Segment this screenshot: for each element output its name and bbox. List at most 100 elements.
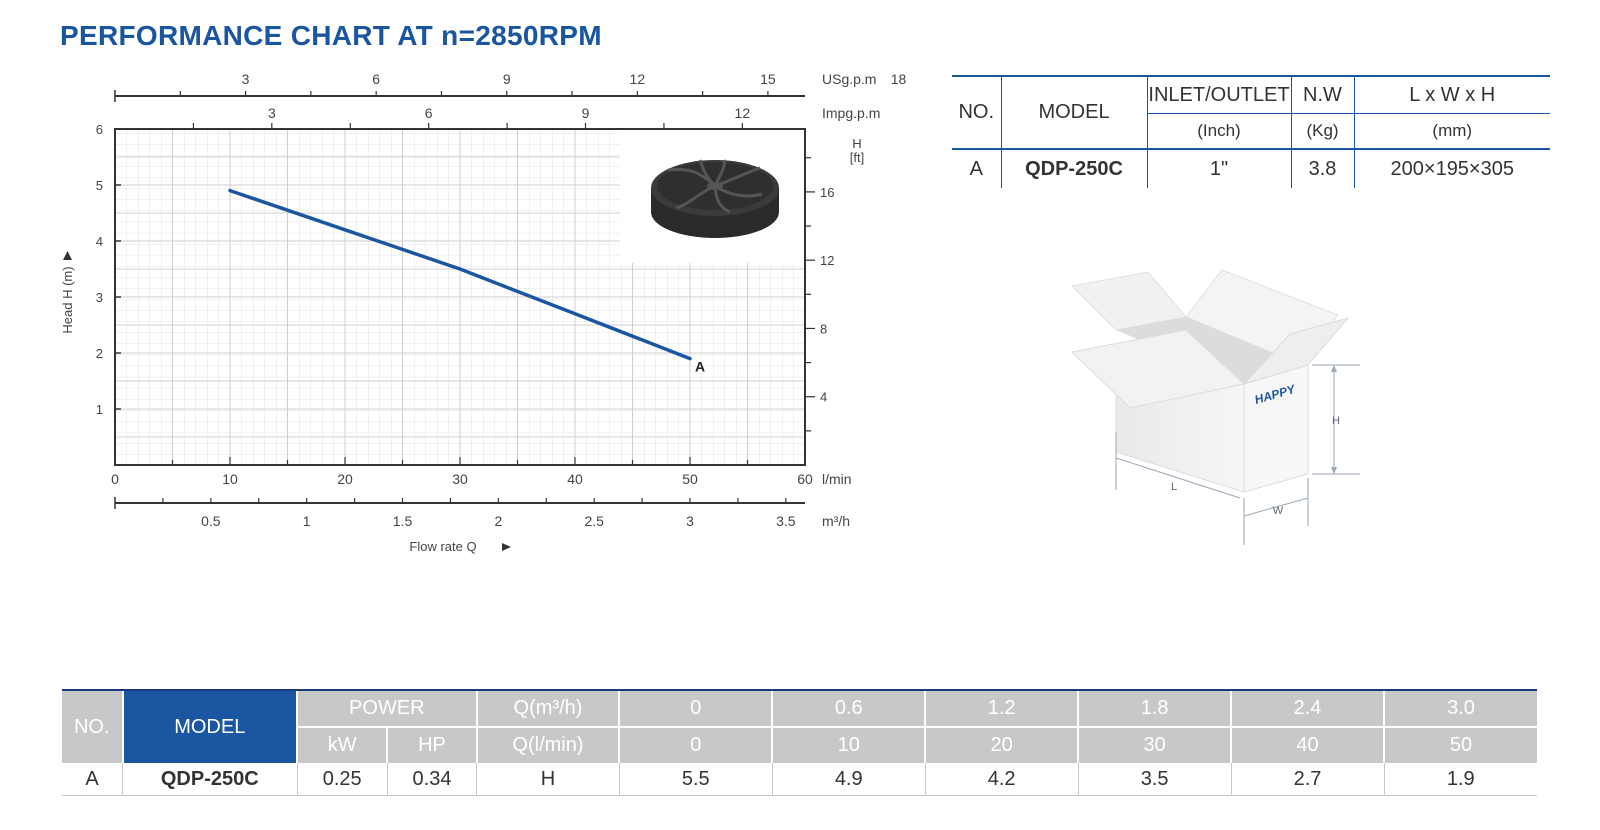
perf-cell-no: A <box>62 763 123 796</box>
perf-header-no: NO. <box>62 689 123 763</box>
y-tick-label: 5 <box>96 178 103 193</box>
ft-tick-label: 4 <box>820 390 827 405</box>
spec-header-lwh: L x W x H <box>1353 75 1550 114</box>
spec-cell-no: A <box>969 157 983 180</box>
y-tick-label: 1 <box>96 402 103 417</box>
impgpm-tick-label: 3 <box>268 105 276 121</box>
perf-header-hp: HP <box>386 727 477 763</box>
perf-q-lmin-value: 40 <box>1230 727 1384 763</box>
spec-unit-lwh: (mm) <box>1353 113 1550 150</box>
impeller-icon <box>620 130 804 263</box>
m3h-unit: m³/h <box>822 513 850 529</box>
m3h-tick-label: 2 <box>494 513 502 529</box>
y-tick-label: 3 <box>96 290 103 305</box>
right-axis-title-h: H <box>852 136 861 151</box>
dim-h-label: H <box>1332 415 1340 427</box>
spec-unit-inlet-outlet: (Inch) <box>1146 113 1291 150</box>
impgpm-tick-label: 6 <box>425 105 433 121</box>
impgpm-unit: Impg.p.m <box>822 105 880 121</box>
perf-cell-h-value: 2.7 <box>1230 763 1384 796</box>
x-tick-label: 20 <box>337 471 353 487</box>
perf-cell-h-label: H <box>476 763 620 796</box>
usgpm-tick-label: 18 <box>891 71 907 87</box>
impgpm-tick-label: 9 <box>582 105 590 121</box>
y-tick-label: 4 <box>96 234 103 249</box>
x-tick-label: 30 <box>452 471 468 487</box>
m3h-tick-label: 3.5 <box>776 513 796 529</box>
ft-tick-label: 12 <box>820 253 834 268</box>
perf-cell-model: QDP-250C <box>122 763 298 796</box>
left-y-axis: 1 2 3 4 5 6 <box>96 122 121 417</box>
spec-header-model: MODEL <box>1000 75 1147 150</box>
dim-w-label: W <box>1273 505 1284 517</box>
series-label: A <box>695 359 705 375</box>
perf-q-m3h-value: 1.8 <box>1077 689 1232 728</box>
spec-cell-inlet-outlet: 1" <box>1146 149 1291 188</box>
perf-cell-kw: 0.25 <box>296 763 388 796</box>
spec-header-nw: N.W <box>1290 75 1354 114</box>
x-axis-arrow-icon <box>502 543 511 551</box>
usgpm-tick-label: 3 <box>242 71 250 87</box>
impgpm-tick-label: 12 <box>735 105 751 121</box>
perf-header-model: MODEL <box>121 689 298 763</box>
performance-table: NO. MODEL POWER Q(m³/h) 0 0.6 1.2 1.8 2.… <box>62 689 1537 796</box>
perf-q-lmin-value: 0 <box>618 727 773 763</box>
perf-q-lmin-value: 50 <box>1383 727 1537 763</box>
x-tick-label: 0 <box>111 471 119 487</box>
x-axis-lmin: 0 10 20 30 40 50 60 <box>111 457 813 487</box>
x-tick-label: 50 <box>682 471 698 487</box>
perf-cell-h-value: 3.5 <box>1077 763 1232 796</box>
perf-cell-h-value: 1.9 <box>1383 763 1537 796</box>
x-tick-label: 10 <box>222 471 238 487</box>
usgpm-tick-label: 12 <box>630 71 646 87</box>
x-tick-label: 60 <box>797 471 813 487</box>
x-axis-m3h: 0.5 1 1.5 2 2.5 3 3.5 <box>114 497 805 529</box>
spec-cell-model: QDP-250C <box>1000 149 1147 188</box>
perf-q-m3h-value: 0 <box>618 689 773 728</box>
ft-tick-label: 8 <box>820 321 827 336</box>
x-tick-label: 40 <box>567 471 583 487</box>
perf-q-lmin-value: 20 <box>924 727 1079 763</box>
perf-cell-h-value: 4.2 <box>924 763 1079 796</box>
m3h-tick-label: 2.5 <box>584 513 604 529</box>
y-tick-label: 6 <box>96 122 103 137</box>
m3h-tick-label: 1.5 <box>393 513 413 529</box>
usgpm-tick-label: 9 <box>503 71 511 87</box>
usgpm-tick-label: 15 <box>760 71 776 87</box>
major-grid <box>115 129 805 465</box>
perf-row: A QDP-250C 0.25 0.34 H 5.5 4.9 4.2 3.5 2… <box>62 763 1537 796</box>
carton-box-icon: HAPPY H L W <box>1070 269 1360 545</box>
perf-cell-h-value: 4.9 <box>771 763 926 796</box>
spec-cell-lwh: 200×195×305 <box>1353 149 1550 188</box>
perf-header-power: POWER <box>296 689 477 728</box>
spec-row: A QDP-250C 1" 3.8 200×195×305 <box>952 149 1550 188</box>
usgpm-unit: USg.p.m <box>822 71 876 87</box>
right-ft-axis: 4 8 12 16 <box>805 157 834 432</box>
spec-header-inlet-outlet: INLET/OUTLET <box>1146 75 1291 114</box>
usgpm-tick-label: 6 <box>372 71 380 87</box>
perf-q-lmin-value: 10 <box>771 727 926 763</box>
perf-q-lmin-value: 30 <box>1077 727 1232 763</box>
perf-header-kw: kW <box>296 727 388 763</box>
m3h-tick-label: 3 <box>686 513 694 529</box>
spec-table: NO. MODEL INLET/OUTLET N.W L x W x H (In… <box>952 75 1550 188</box>
y-axis-label: Head H (m) <box>60 266 75 333</box>
top-usgpm-axis: 3 6 9 12 15 18 <box>114 71 907 102</box>
dim-l-label: L <box>1171 481 1177 493</box>
perf-q-m3h-value: 2.4 <box>1230 689 1384 728</box>
m3h-tick-label: 1 <box>303 513 311 529</box>
spec-cell-nw: 3.8 <box>1290 149 1354 188</box>
perf-cell-hp: 0.34 <box>386 763 477 796</box>
perf-q-m3h-value: 0.6 <box>771 689 926 728</box>
lmin-unit: l/min <box>822 471 852 487</box>
top-impgpm-axis: 3 6 9 12 <box>192 105 751 129</box>
right-axis-title-ft: [ft] <box>850 150 864 165</box>
perf-header-q-m3h: Q(m³/h) <box>475 689 620 728</box>
series-line <box>228 188 692 361</box>
perf-q-m3h-value: 3.0 <box>1383 689 1537 728</box>
ft-tick-label: 16 <box>820 185 834 200</box>
x-axis-label: Flow rate Q <box>409 539 476 554</box>
perf-q-m3h-value: 1.2 <box>924 689 1079 728</box>
spec-unit-nw: (Kg) <box>1290 113 1354 150</box>
